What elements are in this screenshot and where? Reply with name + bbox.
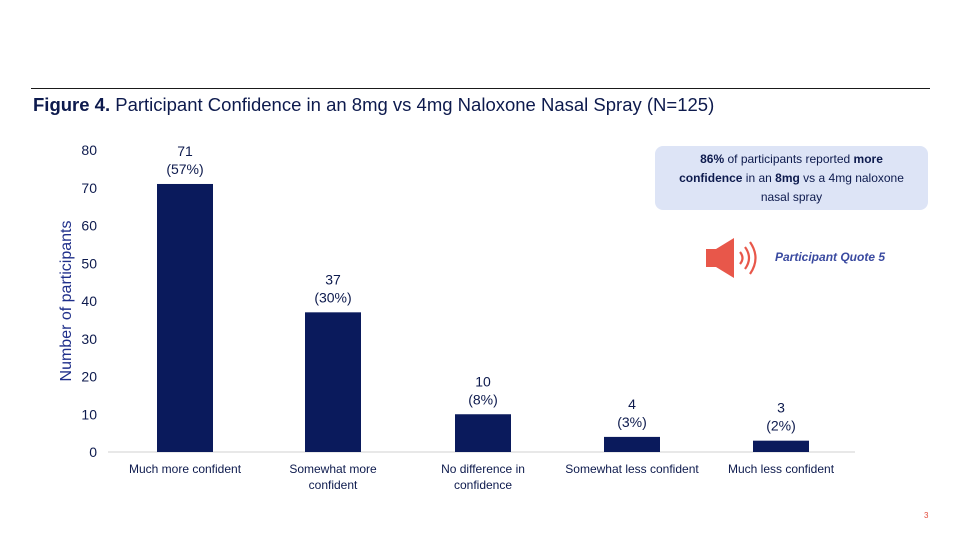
figure-title-text: Participant Confidence in an 8mg vs 4mg …	[110, 94, 715, 115]
bar-value-label: 4	[628, 396, 636, 412]
bar	[604, 436, 660, 452]
title-rule	[31, 88, 930, 89]
x-tick-label: Somewhat more	[289, 462, 377, 476]
x-tick-label: Somewhat less confident	[565, 462, 699, 476]
summary-callout: 86% of participants reported more confid…	[655, 146, 928, 210]
x-tick-label: Much less confident	[728, 462, 835, 476]
y-tick-label: 80	[81, 142, 97, 158]
bar-percent-label: (3%)	[617, 414, 647, 430]
figure-title: Figure 4. Participant Confidence in an 8…	[33, 94, 714, 116]
figure-label: Figure 4.	[33, 94, 111, 115]
bar-value-label: 71	[177, 143, 193, 159]
callout-text-3: vs a 4mg naloxone nasal spray	[760, 170, 904, 204]
bar	[157, 183, 213, 452]
y-tick-label: 10	[81, 406, 97, 422]
y-tick-label: 0	[89, 444, 97, 460]
y-tick-label: 70	[81, 180, 97, 196]
category-labels: Much more confident Somewhat more confiden…	[129, 462, 835, 492]
y-axis-ticks: 0 10 20 30 40 50 60 70 80	[81, 142, 97, 460]
value-labels: 71 (57%) 37 (30%) 10 (8%) 4 (3%) 3 (2%)	[166, 143, 795, 434]
bar-percent-label: (57%)	[166, 161, 203, 177]
callout-text-1: of participants reported	[724, 151, 854, 166]
bar-value-label: 10	[475, 373, 491, 389]
y-tick-label: 40	[81, 293, 97, 309]
x-tick-label: Much more confident	[129, 462, 242, 476]
y-tick-label: 20	[81, 369, 97, 385]
bar-percent-label: (8%)	[468, 391, 498, 407]
y-tick-label: 50	[81, 255, 97, 271]
participant-quote-link[interactable]: Participant Quote 5	[775, 250, 886, 264]
bar-percent-label: (2%)	[766, 418, 796, 434]
y-axis-title: Number of participants	[58, 221, 75, 382]
bar	[455, 414, 511, 452]
y-tick-label: 30	[81, 331, 97, 347]
bar-value-label: 3	[777, 400, 785, 416]
bar	[305, 312, 361, 452]
x-tick-label: confident	[309, 478, 358, 492]
y-tick-label: 60	[81, 218, 97, 234]
callout-emphasis-2: 8mg	[775, 170, 800, 185]
bars	[157, 183, 809, 452]
bar-value-label: 37	[325, 271, 341, 287]
callout-emphasis-1: more confidence	[679, 151, 883, 185]
speaker-icon[interactable]	[705, 236, 763, 280]
x-tick-label: confidence	[454, 478, 512, 492]
callout-text-2: in an	[742, 170, 776, 185]
bar	[753, 440, 809, 452]
bar-percent-label: (30%)	[314, 289, 351, 305]
callout-percent: 86%	[700, 151, 725, 166]
x-tick-label: No difference in	[441, 462, 525, 476]
page-number: 3	[924, 511, 929, 520]
